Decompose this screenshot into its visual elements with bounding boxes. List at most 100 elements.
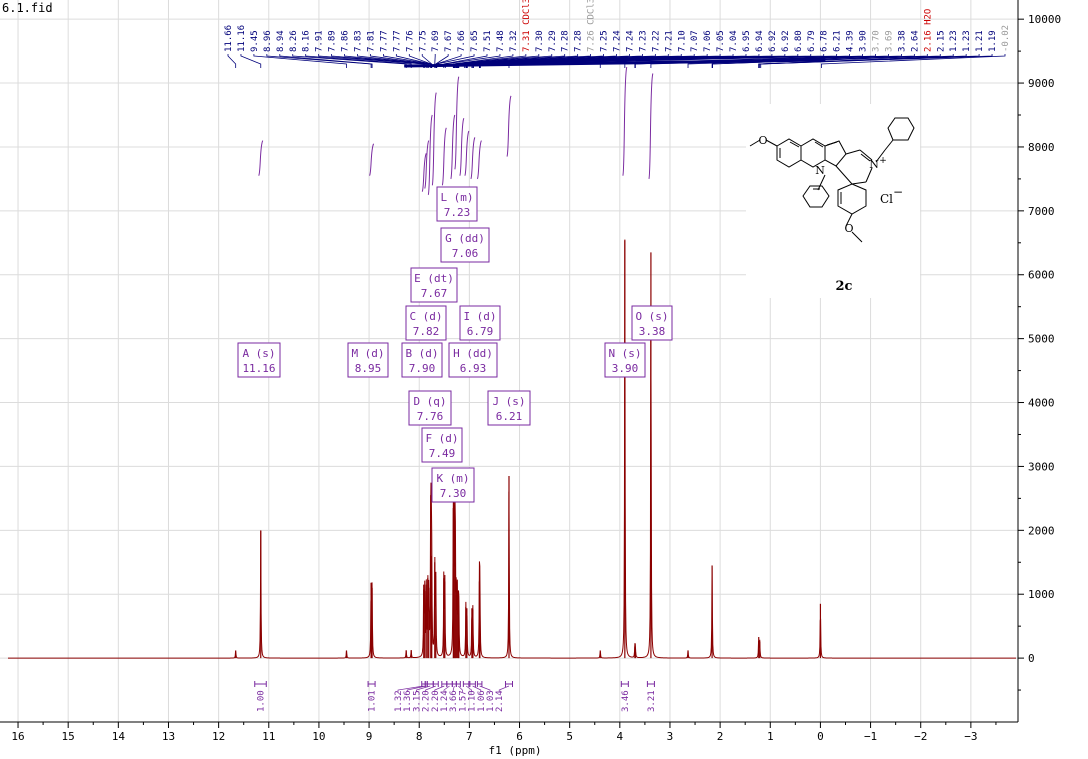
integral-curve [369, 143, 375, 176]
integral-value: 3.21 [647, 690, 657, 712]
multiplet-box-frame [410, 267, 458, 303]
multiplet-name: L (m) [440, 191, 473, 204]
peak-label: 7.66 [457, 30, 467, 52]
multiplet-shift: 7.82 [413, 325, 440, 338]
peak-label: 8.26 [289, 30, 299, 52]
x-axis-label: f1 (ppm) [489, 744, 542, 757]
peak-label-connector [266, 54, 372, 68]
bond [789, 141, 800, 148]
integral-curve [424, 140, 430, 189]
x-tick-label: 9 [366, 730, 373, 743]
integral-curve [622, 66, 628, 176]
multiplet-box-frame [440, 227, 490, 263]
multiplet-shift: 7.30 [440, 487, 467, 500]
peak-label: 7.81 [366, 30, 376, 52]
multiplet-shift: 7.49 [429, 447, 456, 460]
y-tick-label: 8000 [1028, 141, 1055, 154]
multiplet-name: D (q) [413, 395, 446, 408]
bond [826, 141, 838, 146]
integral-curve [464, 130, 470, 176]
peak-label: 7.07 [690, 30, 700, 52]
ring-pyrrole [824, 140, 847, 167]
multiplet-box: L (m) 7.23 [436, 186, 478, 222]
peak-label: 7.67 [444, 30, 454, 52]
peak-label: 7.29 [548, 30, 558, 52]
peak-label-connector [227, 54, 237, 68]
integral-curve [441, 127, 447, 186]
peak-label-connector [279, 54, 373, 68]
y-tick-label: 4000 [1028, 397, 1055, 410]
multiplet-box: M (d) 8.95 [347, 342, 389, 378]
peak-label: 7.31 CDCl3 [522, 0, 532, 52]
multiplet-shift: 6.93 [460, 362, 487, 375]
peak-label-fan: 11.66 11.16 9.45 8.96 8.94 8.26 8.16 7.91 7.89 7.… [224, 0, 1011, 68]
peak-label: 1.23 [962, 30, 972, 52]
integral-connector [479, 685, 491, 692]
x-tick-label: 1 [767, 730, 774, 743]
peak-label: 6.80 [794, 30, 804, 52]
peak-label: 7.28 [561, 30, 571, 52]
multiplet-box-frame [448, 342, 498, 378]
multiplet-name: J (s) [492, 395, 525, 408]
integral-curve [470, 137, 476, 180]
peak-label: 6.95 [742, 30, 752, 52]
bond [860, 153, 871, 162]
integral-value: 2.14 [495, 690, 505, 712]
integral-value: 3.66 [449, 690, 459, 712]
integral-labels: 1.00 1.01 1.32 1.36 3.15 2.20 2.20 1.24 3.66 1.57… [254, 681, 657, 712]
n-pyrrole-label: N [815, 164, 825, 177]
x-tick-label: 16 [11, 730, 24, 743]
x-tick-label: 0 [817, 730, 824, 743]
integral-value: 1.06 [477, 690, 487, 712]
multiplet-name: G (dd) [445, 232, 485, 245]
x-tick-label: 8 [416, 730, 423, 743]
x-tick-label: 4 [617, 730, 624, 743]
multiplet-name: A (s) [242, 347, 275, 360]
multiplet-shift: 7.67 [421, 287, 448, 300]
peak-label: 7.89 [328, 30, 338, 52]
peak-label: 2.16 H2O [923, 9, 933, 52]
x-tick-label: 5 [566, 730, 573, 743]
multiplet-shift: 3.90 [612, 362, 639, 375]
x-tick-label: 14 [112, 730, 126, 743]
integral-connector [397, 685, 424, 692]
multiplet-name: F (d) [425, 432, 458, 445]
multiplet-box-frame [431, 467, 475, 503]
y-tick-label: 10000 [1028, 13, 1061, 26]
multiplet-box: I (d) 6.79 [459, 305, 501, 341]
peak-label: 1.23 [949, 30, 959, 52]
peak-label: 7.30 [535, 30, 545, 52]
multiplet-box-frame [436, 186, 478, 222]
peak-label: 7.22 [651, 30, 661, 52]
x-tick-label: −1 [864, 730, 877, 743]
multiplet-box-frame [604, 342, 646, 378]
multiplet-box: B (d) 7.90 [401, 342, 443, 378]
x-tick-label: −3 [964, 730, 977, 743]
integral-value: 3.46 [621, 690, 631, 712]
integral-curve [454, 76, 460, 170]
multiplet-shift: 7.06 [452, 247, 479, 260]
peak-label: 2.64 [910, 30, 920, 52]
y-tick-label: 6000 [1028, 269, 1055, 282]
multiplet-box: E (dt) 7.67 [410, 267, 458, 303]
bond [884, 139, 894, 151]
peak-label: 3.38 [897, 30, 907, 52]
y-tick-label: 2000 [1028, 524, 1055, 537]
nitrogen-charge: + [879, 156, 887, 166]
peak-label: 7.91 [315, 30, 325, 52]
integral-curve [258, 140, 264, 176]
multiplet-box: D (q) 7.76 [408, 390, 452, 426]
integral-value: 1.57 [458, 690, 468, 712]
peak-label: 6.94 [755, 30, 765, 52]
integral-connector [472, 685, 482, 692]
peak-label: 7.48 [496, 30, 506, 52]
bond [749, 139, 761, 147]
integral-connector [425, 685, 436, 692]
peak-label: 7.77 [392, 30, 402, 52]
integral-curve [427, 114, 433, 196]
bond [835, 165, 853, 185]
integral-value: 3.15 [412, 690, 422, 712]
y-tick-label: 3000 [1028, 460, 1055, 473]
peak-label: 7.04 [729, 30, 739, 52]
